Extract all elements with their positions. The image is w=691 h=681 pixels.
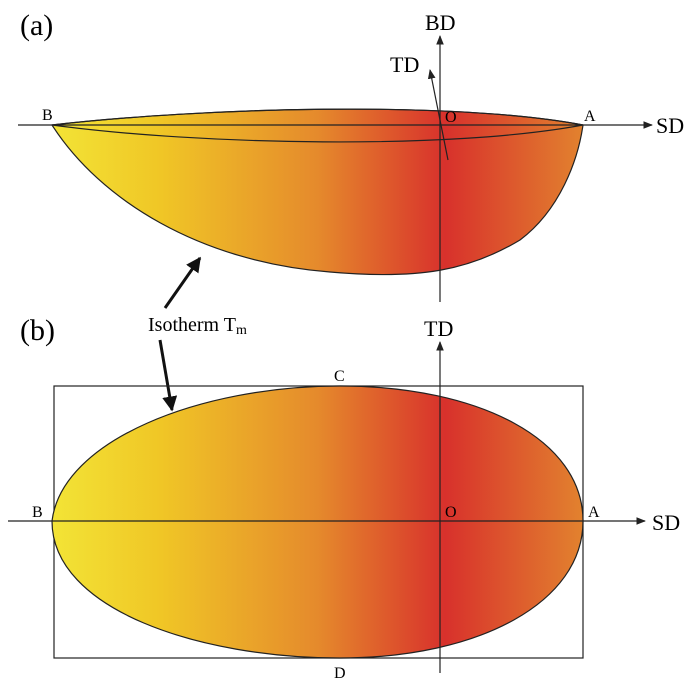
panel-label: (b): [20, 314, 55, 347]
point-label: O: [445, 109, 457, 126]
point-label: B: [42, 107, 53, 124]
annotation-subscript: m: [236, 323, 247, 338]
axis-label: BD: [425, 10, 456, 35]
annotation-arrow: [165, 258, 200, 308]
point-label: A: [584, 108, 596, 125]
diagram: (a) BD TD SD B O A Isotherm Tm (b) TD SD…: [0, 0, 691, 681]
annotation: Isotherm Tm: [148, 314, 247, 338]
point-label: A: [588, 504, 600, 521]
axis-label: TD: [424, 316, 453, 341]
annotation-arrow: [160, 340, 172, 410]
melt-pool-b: [52, 386, 583, 658]
point-label: D: [334, 665, 346, 681]
panel-label: (a): [20, 9, 53, 42]
point-label: O: [445, 504, 457, 521]
point-label: B: [32, 504, 43, 521]
annotation-text: Isotherm T: [148, 314, 236, 336]
axis-label: SD: [652, 510, 680, 535]
axis-label: SD: [656, 113, 684, 138]
point-label: C: [334, 368, 345, 385]
axis-label: TD: [390, 52, 419, 77]
